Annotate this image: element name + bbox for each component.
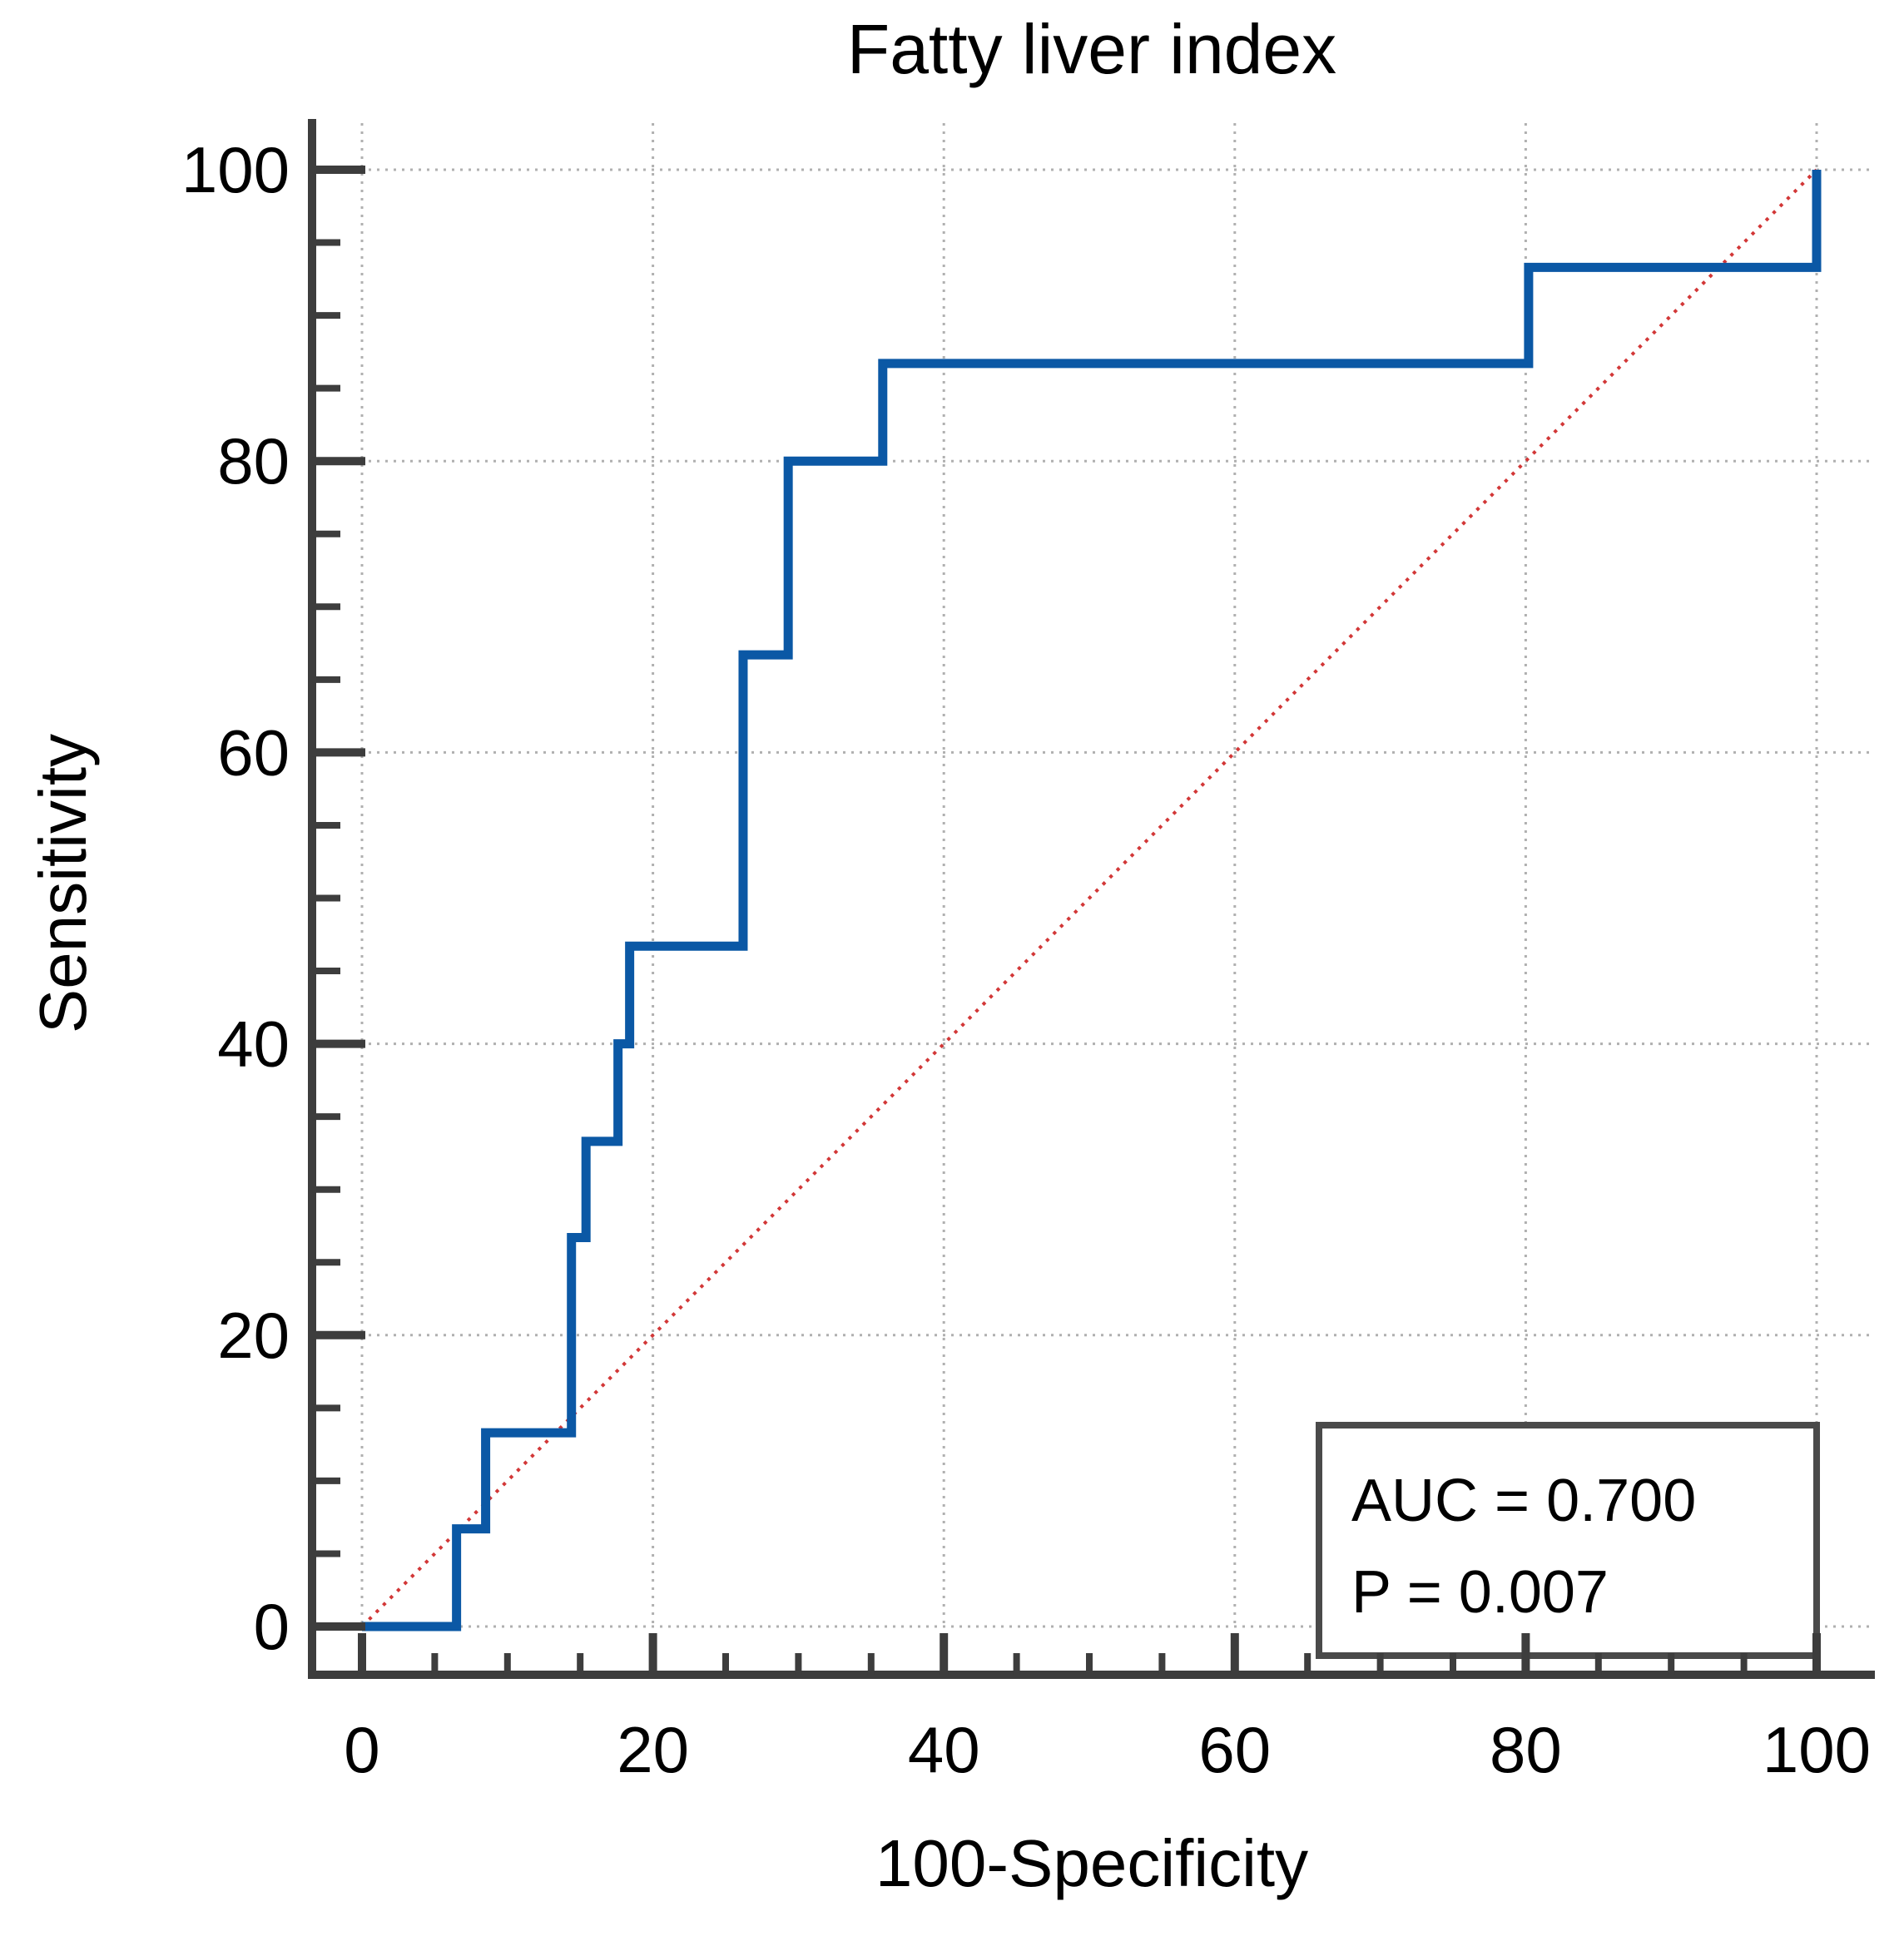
x-tick-label: 0: [344, 1713, 379, 1786]
x-tick-label: 100: [1763, 1713, 1871, 1786]
p-value-label: P = 0.007: [1351, 1559, 1609, 1626]
chart-title: Fatty liver index: [847, 10, 1336, 88]
chart-layers: 0 20 40 60 80 100 0 20 40 60 80 100: [181, 119, 1875, 1786]
auc-annotation-box: [1316, 1422, 1820, 1659]
y-tick-label: 40: [217, 1008, 290, 1081]
y-tick-label: 100: [181, 133, 290, 206]
y-tick-label: 60: [217, 715, 290, 789]
x-tick-label: 20: [617, 1713, 689, 1786]
roc-curve: [362, 170, 1822, 1632]
y-tick-label: 80: [217, 424, 290, 498]
y-axis-title: Sensitivity: [26, 734, 100, 1033]
reference-diagonal: [360, 168, 1818, 1628]
x-tick-label: 60: [1198, 1713, 1271, 1786]
x-axis-title: 100-Specificity: [875, 1826, 1308, 1900]
x-tick-label: 80: [1490, 1713, 1562, 1786]
auc-value-label: AUC = 0.700: [1351, 1468, 1696, 1534]
y-tick-label: 0: [254, 1590, 290, 1663]
x-tick-label: 40: [908, 1713, 980, 1786]
y-tick-label: 20: [217, 1299, 290, 1372]
